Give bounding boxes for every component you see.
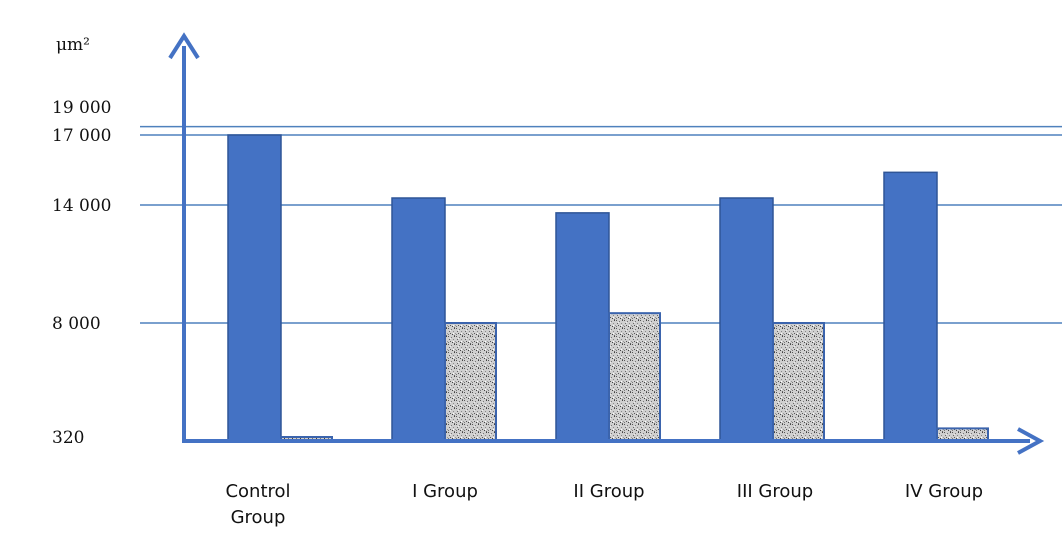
bars — [227, 134, 989, 442]
y-axis-arrow-icon — [168, 32, 200, 60]
bar-series-1 — [883, 171, 938, 441]
bar-series-2 — [936, 427, 989, 441]
bar-series-2 — [772, 322, 825, 441]
axes — [168, 32, 1045, 455]
category-labels: Control Group I Group II Group III Group IV G… — [225, 481, 983, 528]
x-category-label: IV Group — [905, 481, 983, 502]
y-tick-label: 14 000 — [52, 196, 111, 216]
bar-series-2 — [444, 322, 497, 441]
bar-series-2 — [608, 312, 661, 441]
bar-series-1 — [391, 197, 446, 441]
y-tick-label: 320 — [52, 428, 84, 448]
x-category-label: II Group — [573, 481, 644, 502]
y-tick-label: 19 000 — [52, 98, 111, 118]
bar-series-1 — [555, 212, 610, 441]
bar-series-1 — [719, 197, 774, 441]
x-category-label: III Group — [737, 481, 813, 502]
y-tick-label: 17 000 — [52, 126, 111, 146]
y-tick-labels: 320 8 000 14 000 17 000 19 000 — [52, 98, 111, 448]
x-category-label: I Group — [412, 481, 478, 502]
x-category-label: Control Group — [225, 481, 290, 528]
y-tick-label: 8 000 — [52, 314, 101, 334]
y-axis-unit-label: μm² — [56, 35, 90, 55]
bar-series-1 — [227, 134, 282, 441]
x-axis-arrow-icon — [1017, 427, 1045, 455]
